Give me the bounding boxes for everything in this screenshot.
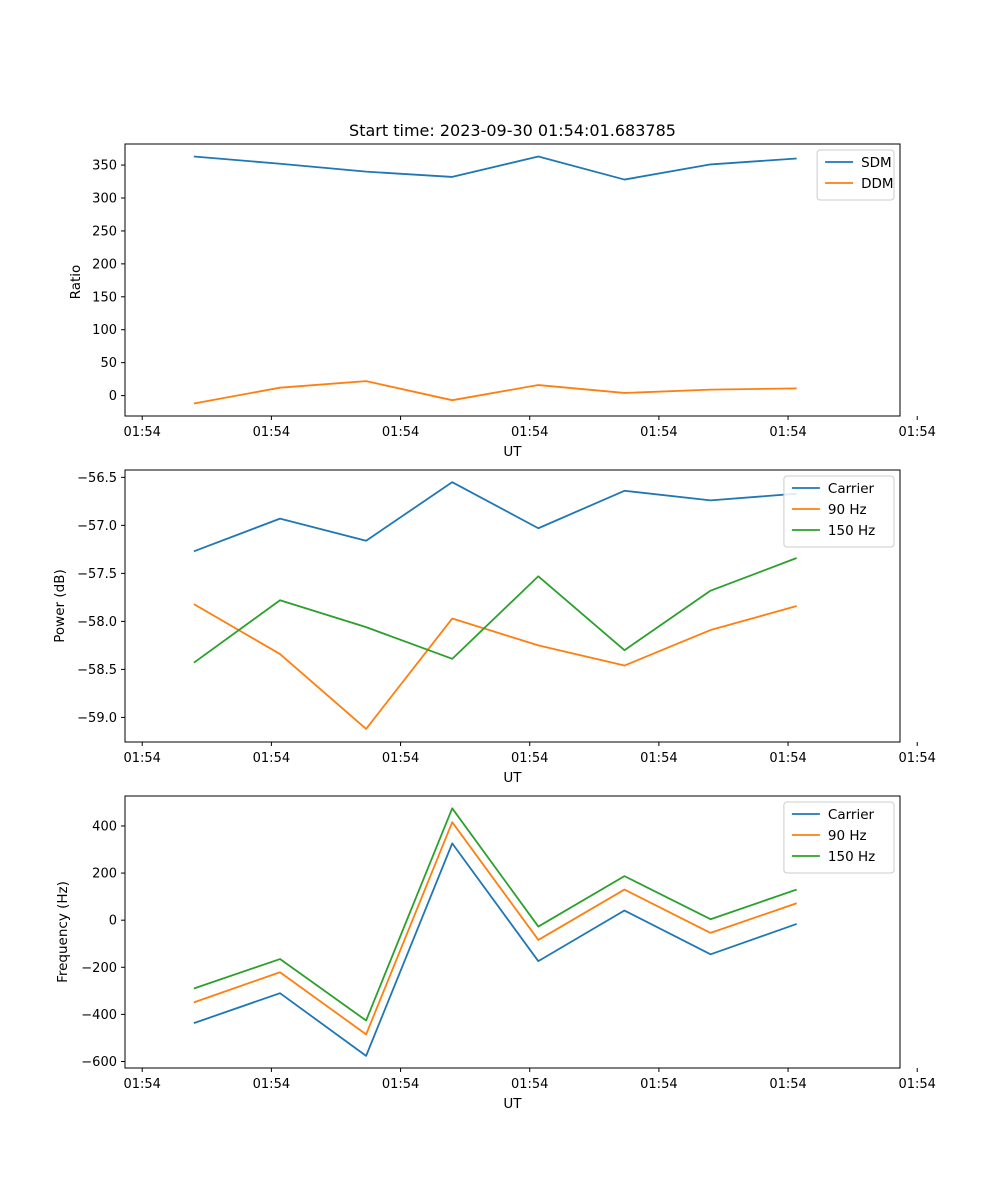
x-axis-label: UT — [503, 770, 522, 786]
x-axis-label: UT — [503, 444, 522, 460]
series-line-ddm — [193, 380, 797, 405]
y-axis-label: Frequency (Hz) — [55, 881, 71, 983]
x-tick-label: 01:54 — [511, 1077, 548, 1092]
y-tick-label: −58.0 — [77, 615, 117, 630]
x-tick-label: 01:54 — [382, 1077, 419, 1092]
legend: Carrier 90 Hz 150 Hz — [783, 475, 895, 548]
x-tick-label: 01:54 — [898, 425, 935, 440]
x-tick-label: 01:54 — [898, 751, 935, 766]
legend-label: Carrier — [828, 807, 875, 823]
x-tick-label: 01:54 — [769, 751, 806, 766]
panel-ratio: Start time: 2023-09-30 01:54:01.683785 0… — [68, 121, 936, 460]
x-axis-label: UT — [503, 1096, 522, 1112]
y-tick-label: 0 — [109, 914, 117, 929]
series-line-carrier — [193, 842, 797, 1057]
series-line-sdm — [193, 155, 797, 181]
legend: SDM DDM — [816, 149, 895, 201]
y-tick-label: −58.5 — [77, 663, 117, 678]
y-tick-label: 100 — [92, 323, 117, 338]
y-tick-label: 50 — [100, 356, 117, 371]
ticks-layer: 01:54 01:54 01:54 01:54 01:54 01:54 01:54 0 50 10… — [92, 159, 936, 440]
legend-label: 90 Hz — [828, 502, 867, 518]
y-tick-label: −400 — [81, 1008, 117, 1023]
series-line-carrier — [193, 481, 797, 553]
x-tick-label: 01:54 — [253, 425, 290, 440]
y-tick-label: −59.0 — [77, 711, 117, 726]
plot-frame — [124, 469, 901, 743]
x-tick-label: 01:54 — [511, 425, 548, 440]
series-layer — [193, 481, 797, 730]
chart-title: Start time: 2023-09-30 01:54:01.683785 — [349, 121, 676, 140]
x-tick-label: 01:54 — [253, 1077, 290, 1092]
y-axis-label: Ratio — [68, 265, 84, 300]
y-tick-label: 150 — [92, 290, 117, 305]
series-line-150-hz — [193, 557, 797, 664]
x-tick-label: 01:54 — [769, 425, 806, 440]
plot-frame — [124, 795, 901, 1069]
y-axis-label: Power (dB) — [52, 569, 68, 642]
legend-label: Carrier — [828, 481, 875, 497]
y-tick-label: −200 — [81, 961, 117, 976]
x-tick-label: 01:54 — [640, 1077, 677, 1092]
series-layer — [193, 155, 797, 405]
y-tick-label: −57.5 — [77, 567, 117, 582]
x-tick-label: 01:54 — [511, 751, 548, 766]
series-layer — [193, 807, 797, 1057]
y-tick-label: 250 — [92, 224, 117, 239]
series-line-90-hz — [193, 821, 797, 1036]
legend-label: 90 Hz — [828, 828, 867, 844]
y-tick-label: 400 — [92, 819, 117, 834]
x-tick-label: 01:54 — [253, 751, 290, 766]
x-tick-label: 01:54 — [769, 1077, 806, 1092]
panel-power: 01:54 01:54 01:54 01:54 01:54 01:54 01:54 −59.0… — [52, 469, 936, 786]
ticks-layer: 01:54 01:54 01:54 01:54 01:54 01:54 01:54 −59.0… — [77, 471, 936, 766]
legend-label: 150 Hz — [828, 523, 875, 539]
ticks-layer: 01:54 01:54 01:54 01:54 01:54 01:54 01:54 −600 −… — [81, 819, 936, 1092]
x-tick-label: 01:54 — [640, 751, 677, 766]
y-tick-label: 200 — [92, 257, 117, 272]
panel-frequency: 01:54 01:54 01:54 01:54 01:54 01:54 01:54 −600 −… — [55, 795, 936, 1112]
x-tick-label: 01:54 — [123, 1077, 160, 1092]
y-tick-label: 200 — [92, 867, 117, 882]
x-tick-label: 01:54 — [898, 1077, 935, 1092]
series-line-90-hz — [193, 603, 797, 730]
y-tick-label: 300 — [92, 192, 117, 207]
x-tick-label: 01:54 — [123, 425, 160, 440]
y-tick-label: 350 — [92, 159, 117, 174]
y-tick-label: 0 — [109, 389, 117, 404]
y-tick-label: −600 — [81, 1055, 117, 1070]
x-tick-label: 01:54 — [640, 425, 677, 440]
x-tick-label: 01:54 — [123, 751, 160, 766]
legend-label: 150 Hz — [828, 849, 875, 865]
legend: Carrier 90 Hz 150 Hz — [783, 801, 895, 874]
legend-label: DDM — [861, 176, 893, 192]
y-tick-label: −56.5 — [77, 471, 117, 486]
series-line-150-hz — [193, 807, 797, 1022]
y-tick-label: −57.0 — [77, 519, 117, 534]
x-tick-label: 01:54 — [382, 751, 419, 766]
x-tick-label: 01:54 — [382, 425, 419, 440]
legend-label: SDM — [861, 155, 892, 171]
plot-frame — [124, 143, 901, 417]
